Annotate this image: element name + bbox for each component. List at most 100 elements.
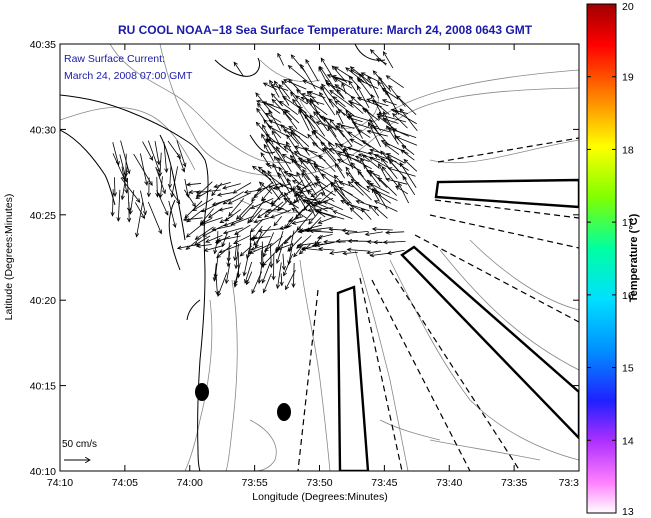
current-vector [203,245,225,252]
current-vector [290,54,306,73]
current-vector [224,208,242,222]
current-vector [232,182,252,194]
current-vector [346,247,370,252]
current-vector [228,198,245,217]
current-vector [244,261,253,284]
current-vector [120,177,141,203]
current-vector [139,153,149,186]
current-vector [320,141,335,155]
current-vector [317,210,345,220]
current-vector [307,133,319,147]
x-tick-label: 73:3 [559,477,580,489]
current-vector [400,149,415,161]
current-vector [274,80,290,106]
current-vector [289,154,301,169]
current-vector [279,273,284,287]
current-vector [134,202,146,220]
current-vector [195,189,221,195]
plot-area [60,44,579,471]
current-vector [271,253,276,281]
current-vector [294,95,308,105]
current-vector [370,124,390,146]
current-vector [304,227,332,233]
current-vector [176,140,187,168]
current-vector [300,96,325,105]
current-vector [182,217,203,222]
current-vector [315,174,326,195]
current-vector [301,172,318,196]
current-vector [212,263,217,282]
current-vector [381,166,399,187]
current-vector [235,201,254,220]
current-vector [140,190,147,216]
current-vector [288,125,308,139]
current-vector [193,235,211,246]
current-vector [230,215,254,226]
current-vector [184,178,190,199]
current-vector [311,197,334,207]
current-vector [315,241,335,248]
current-vector [321,83,335,100]
annotation-line-2: March 24, 2008 07:00 GMT [64,70,193,82]
current-vector [372,70,392,92]
current-vector [310,183,331,198]
current-vector [169,188,181,205]
current-vector [333,174,345,187]
current-vector [330,181,352,204]
y-ticks: 40:10 40:15 40:20 40:25 40:30 40:35 [30,39,579,478]
current-vector [383,111,397,137]
current-vector [269,243,274,269]
current-vector [211,225,233,232]
current-vector [368,156,390,169]
current-vector [373,200,398,212]
current-vector [382,51,394,69]
current-vector [277,171,291,194]
current-vector [361,140,382,154]
colorbar-label: Temperature (°C) [628,213,640,302]
current-vector [349,138,363,147]
current-vector [120,140,131,175]
map-layers [60,44,579,471]
current-vector [349,101,364,115]
current-vector [222,227,244,235]
current-vector [336,110,344,125]
colorbar-tick-label: 19 [622,72,634,84]
current-vector [347,180,364,196]
current-vector [320,57,337,83]
current-vector [364,107,381,131]
current-vector [371,188,398,201]
current-vector [253,225,272,246]
current-vector [185,236,202,250]
current-vector [285,208,304,229]
current-vector [275,243,284,264]
current-vector [273,216,283,227]
current-vector [401,144,415,155]
current-vector [329,89,354,108]
current-vector [265,207,284,214]
current-vector [155,166,166,195]
current-vector [309,114,326,137]
current-vector [347,113,373,122]
current-vector [185,224,202,238]
current-vector [347,131,371,148]
current-vector [215,231,220,245]
current-vector [127,202,132,223]
y-axis-label: Latitude (Degrees:Minutes) [3,194,15,321]
current-vector [307,207,334,213]
current-vector [253,181,274,199]
current-vector [296,181,321,191]
current-vector [380,140,409,155]
current-vector [382,117,399,124]
current-vector [302,192,321,212]
current-vector [205,234,223,243]
current-vector [351,121,371,129]
current-vector [348,80,362,101]
current-vector [177,153,186,173]
current-vector [222,191,244,205]
current-vector [377,176,397,196]
current-vector [211,197,234,206]
zone-east [434,178,579,209]
current-vector [221,232,228,248]
y-tick-label: 40:25 [30,210,56,222]
current-vector [382,240,406,245]
